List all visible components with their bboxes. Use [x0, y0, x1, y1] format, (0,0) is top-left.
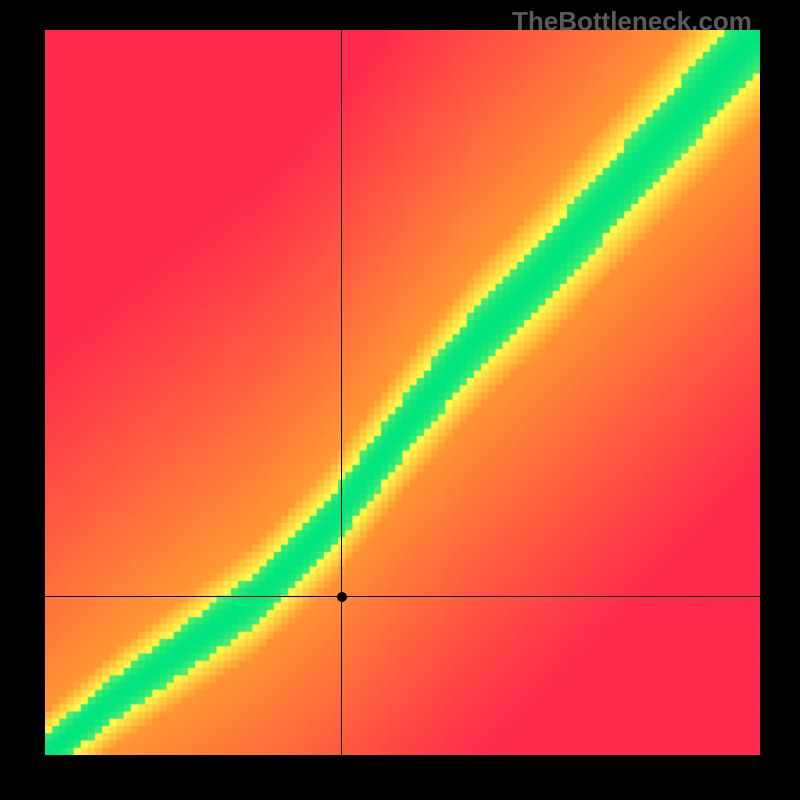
watermark-text: TheBottleneck.com — [512, 6, 752, 37]
crosshair-horizontal — [45, 596, 760, 597]
crosshair-vertical — [341, 30, 342, 755]
chart-container: TheBottleneck.com — [0, 0, 800, 800]
heatmap-canvas — [45, 30, 760, 755]
plot-area — [45, 30, 760, 755]
crosshair-marker — [337, 592, 347, 602]
